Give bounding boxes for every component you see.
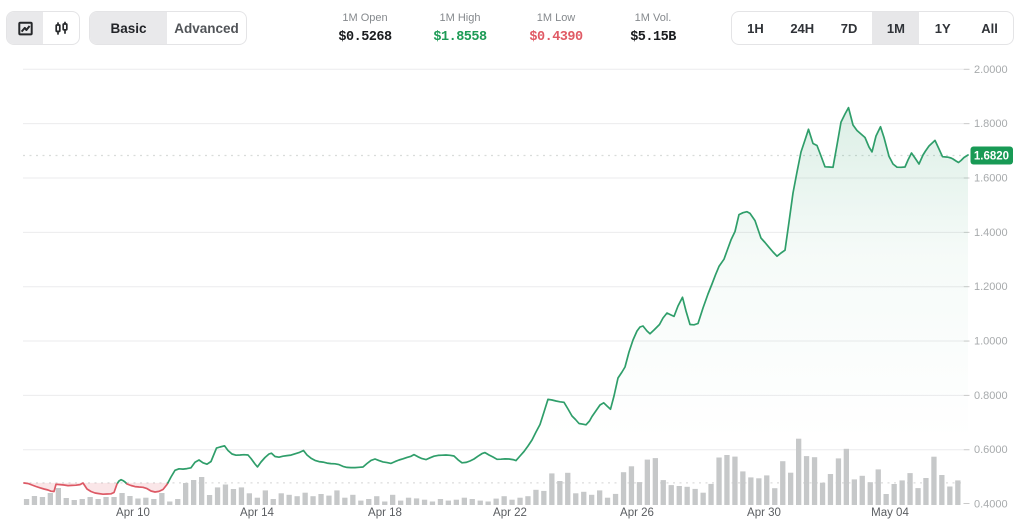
svg-text:1.8000: 1.8000 xyxy=(974,118,1008,130)
svg-text:1.0000: 1.0000 xyxy=(974,336,1008,348)
svg-text:Apr 18: Apr 18 xyxy=(368,507,402,519)
svg-text:1.4000: 1.4000 xyxy=(974,227,1008,239)
svg-text:Apr 22: Apr 22 xyxy=(493,507,527,519)
svg-text:Apr 30: Apr 30 xyxy=(747,507,781,519)
svg-text:May 04: May 04 xyxy=(871,507,909,519)
svg-text:Apr 26: Apr 26 xyxy=(620,507,654,519)
svg-text:1.6820: 1.6820 xyxy=(974,151,1009,163)
svg-text:0.8000: 0.8000 xyxy=(974,390,1008,402)
svg-text:1.2000: 1.2000 xyxy=(974,281,1008,293)
svg-text:0.6000: 0.6000 xyxy=(974,444,1008,456)
svg-text:Apr 14: Apr 14 xyxy=(240,507,274,519)
svg-text:0.4000: 0.4000 xyxy=(974,499,1008,511)
svg-text:Apr 10: Apr 10 xyxy=(116,507,150,519)
svg-text:1.6000: 1.6000 xyxy=(974,173,1008,185)
svg-text:2.0000: 2.0000 xyxy=(974,64,1008,76)
